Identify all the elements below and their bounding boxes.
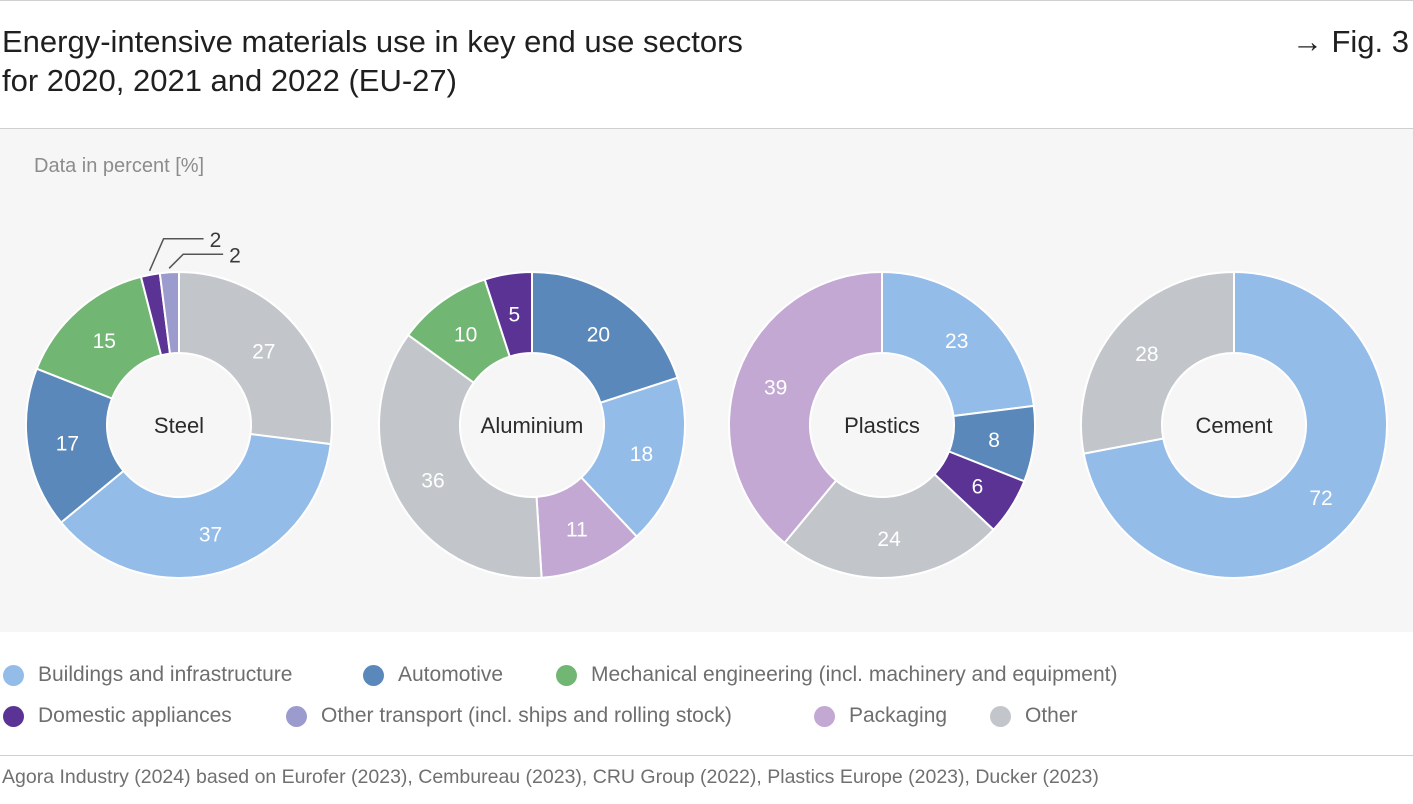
plastics-value-label-automotive: 8 xyxy=(988,429,1000,452)
legend-item-appliances: Domestic appliances xyxy=(3,701,232,731)
legend-item-packaging: Packaging xyxy=(814,701,947,731)
footer-divider xyxy=(0,755,1413,756)
chart-title: Energy-intensive materials use in key en… xyxy=(2,22,743,100)
cement-center-label: Cement xyxy=(1195,413,1272,438)
aluminium-center-label: Aluminium xyxy=(481,413,584,438)
legend-item-other-transport: Other transport (incl. ships and rolling… xyxy=(286,701,732,731)
steel-value-label-buildings: 37 xyxy=(199,524,222,547)
legend-swatch-packaging xyxy=(814,706,835,727)
aluminium-value-label-automotive: 20 xyxy=(587,324,610,347)
plastics-value-label-other: 24 xyxy=(877,528,901,551)
legend-swatch-buildings xyxy=(3,665,24,686)
legend-item-buildings: Buildings and infrastructure xyxy=(3,660,292,690)
steel-value-label-appliances: 2 xyxy=(210,229,222,252)
chart-title-line-2: for 2020, 2021 and 2022 (EU-27) xyxy=(2,61,743,100)
steel-value-label-other-transport: 2 xyxy=(229,244,241,267)
legend-label-automotive: Automotive xyxy=(398,663,503,687)
legend-swatch-mechanical xyxy=(556,665,577,686)
aluminium-value-label-mechanical: 10 xyxy=(454,324,477,347)
figure-reference: → Fig. 3 xyxy=(1292,22,1409,61)
top-rule xyxy=(0,0,1413,1)
legend-label-buildings: Buildings and infrastructure xyxy=(38,663,292,687)
aluminium-value-label-appliances: 5 xyxy=(508,303,520,326)
legend-swatch-appliances xyxy=(3,706,24,727)
legend-label-other-transport: Other transport (incl. ships and rolling… xyxy=(321,704,732,728)
aluminium-value-label-other: 36 xyxy=(421,469,444,492)
legend-label-appliances: Domestic appliances xyxy=(38,704,232,728)
plastics-center-label: Plastics xyxy=(844,413,920,438)
steel-leader-line-other-transport xyxy=(169,254,223,268)
legend-swatch-other xyxy=(990,706,1011,727)
chart-title-line-1: Energy-intensive materials use in key en… xyxy=(2,22,743,61)
cement-value-label-buildings: 72 xyxy=(1309,487,1332,510)
steel-value-label-mechanical: 15 xyxy=(93,330,116,353)
plastics-value-label-appliances: 6 xyxy=(972,476,984,499)
plastics-value-label-packaging: 39 xyxy=(764,377,787,400)
legend-swatch-automotive xyxy=(363,665,384,686)
legend-swatch-other-transport xyxy=(286,706,307,727)
legend-label-packaging: Packaging xyxy=(849,704,947,728)
plastics-value-label-buildings: 23 xyxy=(945,330,968,353)
donut-charts: 27 37 17 15 22 Steel 20 18 11 36 10 5 Aluminium 23 8 6 2… xyxy=(0,129,1413,632)
legend-label-mechanical: Mechanical engineering (incl. machinery … xyxy=(591,663,1117,687)
aluminium-value-label-buildings: 18 xyxy=(630,443,653,466)
cement-value-label-other: 28 xyxy=(1135,343,1158,366)
legend-item-mechanical: Mechanical engineering (incl. machinery … xyxy=(556,660,1117,690)
steel-value-label-other: 27 xyxy=(252,340,275,363)
legend-item-other: Other xyxy=(990,701,1078,731)
steel-value-label-automotive: 17 xyxy=(56,433,79,456)
steel-center-label: Steel xyxy=(154,413,204,438)
source-note: Agora Industry (2024) based on Eurofer (… xyxy=(2,766,1099,789)
legend-item-automotive: Automotive xyxy=(363,660,503,690)
legend-label-other: Other xyxy=(1025,704,1078,728)
aluminium-value-label-packaging: 11 xyxy=(566,519,588,542)
